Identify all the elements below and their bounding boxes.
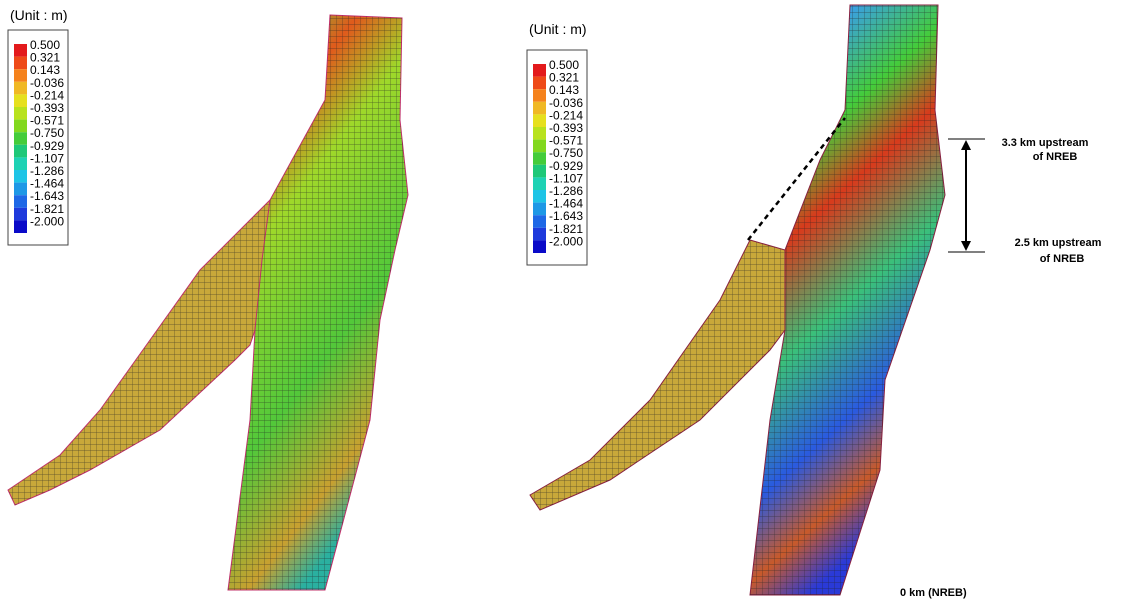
legend-swatch [14, 132, 27, 145]
legend-swatch [533, 177, 546, 190]
annotation: of NREB [1033, 151, 1078, 163]
legend-swatch [14, 69, 27, 82]
legend-swatch [533, 203, 546, 216]
legend-swatch [533, 77, 546, 90]
page: {"panels": [ {"unit_label": "(Unit : m)"… [0, 0, 1126, 606]
right-map [530, 5, 985, 595]
legend-swatch [533, 102, 546, 115]
legend-swatch [14, 120, 27, 133]
legend-swatch [14, 57, 27, 70]
legend-swatch [533, 240, 546, 253]
figure: 3.3 km upstream of NREB 2.5 km upstream … [0, 0, 1126, 606]
legend-swatch [533, 64, 546, 77]
unit-label: (Unit : m) [10, 7, 68, 23]
legend-swatch [533, 228, 546, 241]
legend-swatch [533, 190, 546, 203]
mesh [530, 240, 785, 510]
legend-swatch [533, 152, 546, 165]
unit-label: (Unit : m) [529, 21, 587, 37]
legend-swatch [14, 157, 27, 170]
annotation: of NREB [1040, 253, 1085, 265]
legend-swatch [533, 114, 546, 127]
legend-swatch [14, 107, 27, 120]
annotation: 2.5 km upstream [1015, 237, 1102, 249]
legend-swatch [533, 127, 546, 140]
arrowhead [961, 140, 971, 150]
legend-swatch [14, 183, 27, 196]
legend-label: -2.000 [549, 234, 583, 248]
legend-swatch [14, 94, 27, 107]
legend-swatch [14, 208, 27, 221]
legend-swatch [533, 140, 546, 153]
annotation: 0 km (NREB) [900, 587, 967, 599]
legend-swatch [14, 82, 27, 95]
legend-swatch [14, 195, 27, 208]
legend-swatch [533, 89, 546, 102]
legend-swatch [14, 170, 27, 183]
legend-swatch [14, 44, 27, 57]
legend-swatch [14, 220, 27, 233]
annotation: 3.3 km upstream [1002, 137, 1089, 149]
legend-label: -2.000 [30, 214, 64, 228]
legend-swatch [533, 215, 546, 228]
legend-swatch [14, 145, 27, 158]
arrowhead [961, 241, 971, 251]
legend-swatch [533, 165, 546, 178]
mesh [8, 200, 270, 505]
